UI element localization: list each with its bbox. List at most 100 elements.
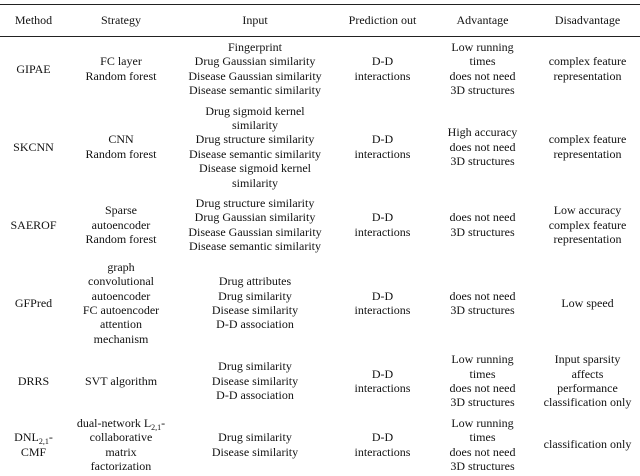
- cell-line: Random forest: [69, 232, 173, 246]
- cell-line: autoencoder: [69, 218, 173, 232]
- table-cell: Low speed: [535, 257, 640, 349]
- cell-line: mechanism: [69, 332, 173, 346]
- cell-line: does not need: [432, 210, 533, 224]
- cell-line: graph: [69, 260, 173, 274]
- cell-line: representation: [537, 232, 638, 246]
- cell-line: similarity: [177, 176, 333, 190]
- cell-line: does not need: [432, 289, 533, 303]
- cell-line: interactions: [337, 445, 428, 459]
- table-cell: classification only: [535, 413, 640, 476]
- cell-line: Random forest: [69, 147, 173, 161]
- cell-line: Drug similarity: [177, 359, 333, 373]
- cell-line: Random forest: [69, 69, 173, 83]
- cell-line: 3D structures: [432, 83, 533, 97]
- table-cell: SKCNN: [0, 101, 67, 193]
- cell-line: Drug structure similarity: [177, 196, 333, 210]
- cell-line: Low running: [432, 416, 533, 430]
- table-cell: SVT algorithm: [67, 349, 175, 413]
- cell-line: 3D structures: [432, 459, 533, 473]
- cell-line: Low running: [432, 40, 533, 54]
- cell-line: times: [432, 430, 533, 444]
- cell-line: Disease sigmoid kernel: [177, 161, 333, 175]
- cell-line: SAEROF: [2, 218, 65, 232]
- cell-line: interactions: [337, 303, 428, 317]
- cell-line: autoencoder: [69, 289, 173, 303]
- cell-line: 3D structures: [432, 154, 533, 168]
- cell-line: 3D structures: [432, 225, 533, 239]
- cell-line: FC layer: [69, 54, 173, 68]
- cell-line: Sparse: [69, 203, 173, 217]
- cell-line: GFPred: [2, 296, 65, 310]
- cell-line: classification only: [537, 395, 638, 409]
- cell-line: times: [432, 54, 533, 68]
- cell-line: SVT algorithm: [69, 374, 173, 388]
- table-cell: GFPred: [0, 257, 67, 349]
- cell-line: complex feature: [537, 132, 638, 146]
- cell-line: similarity: [177, 118, 333, 132]
- cell-line: times: [432, 367, 533, 381]
- cell-line: Drug Gaussian similarity: [177, 54, 333, 68]
- table-cell: SAEROF: [0, 193, 67, 257]
- cell-line: CMF: [2, 445, 65, 459]
- cell-line: Input sparsity: [537, 352, 638, 366]
- cell-line: interactions: [337, 69, 428, 83]
- cell-line: does not need: [432, 445, 533, 459]
- text-base: DNL: [14, 430, 39, 444]
- page: {"table": { "headers": ["Method", "Strat…: [0, 0, 640, 440]
- cell-line: representation: [537, 147, 638, 161]
- cell-line: D-D: [337, 367, 428, 381]
- cell-line: SKCNN: [2, 140, 65, 154]
- cell-line: Drug Gaussian similarity: [177, 210, 333, 224]
- cell-line: Drug structure similarity: [177, 132, 333, 146]
- cell-line: 3D structures: [432, 303, 533, 317]
- table-cell: DRRS: [0, 349, 67, 413]
- cell-line: FC autoencoder: [69, 303, 173, 317]
- cell-line: Disease similarity: [177, 303, 333, 317]
- cell-line: Drug similarity: [177, 430, 333, 444]
- text-subscript: 2,1: [151, 423, 161, 432]
- cell-line: dual-network L2,1-: [69, 416, 173, 430]
- cell-line: does not need: [432, 140, 533, 154]
- cell-line: GIPAE: [2, 62, 65, 76]
- cell-line: 3D structures: [432, 395, 533, 409]
- cell-line: Drug similarity: [177, 289, 333, 303]
- column-header: Method: [0, 5, 67, 37]
- column-header: Strategy: [67, 5, 175, 37]
- cell-line: D-D association: [177, 388, 333, 402]
- cell-line: representation: [537, 69, 638, 83]
- cell-line: affects: [537, 367, 638, 381]
- text-tail: -: [161, 416, 165, 430]
- cell-line: High accuracy: [432, 125, 533, 139]
- cell-line: complex feature: [537, 54, 638, 68]
- cell-line: D-D: [337, 289, 428, 303]
- cell-line: D-D association: [177, 317, 333, 331]
- cell-line: performance: [537, 381, 638, 395]
- cell-line: complex feature: [537, 218, 638, 232]
- column-header: Prediction out: [335, 5, 430, 37]
- cell-line: D-D: [337, 132, 428, 146]
